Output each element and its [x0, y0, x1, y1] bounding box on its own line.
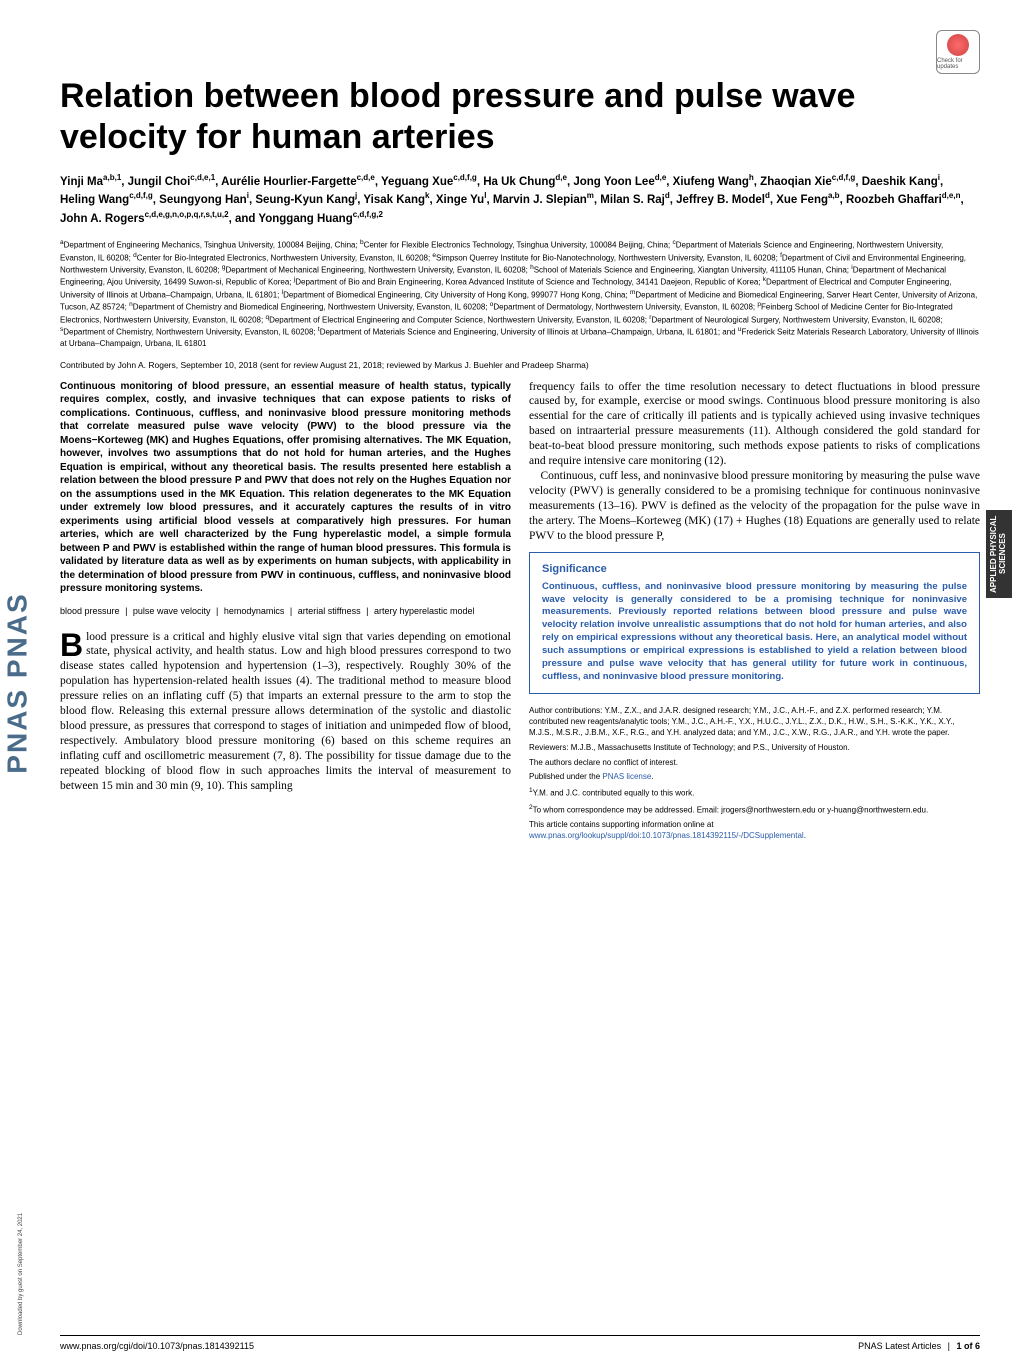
- intro-paragraph: Blood pressure is a critical and highly …: [60, 630, 511, 794]
- footer-journal: PNAS Latest Articles: [858, 1341, 941, 1351]
- left-column: Continuous monitoring of blood pressure,…: [60, 380, 511, 846]
- corresp-text: To whom correspondence may be addressed.…: [533, 805, 929, 814]
- license-pre: Published under the: [529, 772, 602, 781]
- supporting-info: This article contains supporting informa…: [529, 820, 980, 842]
- significance-box: Significance Continuous, cuffless, and n…: [529, 552, 980, 695]
- affiliations: aDepartment of Engineering Mechanics, Ts…: [60, 239, 980, 349]
- download-note: Downloaded by guest on September 24, 202…: [18, 1213, 24, 1335]
- body-text-left: Blood pressure is a critical and highly …: [60, 630, 511, 794]
- conflict-statement: The authors declare no conflict of inter…: [529, 758, 980, 769]
- keyword-sep: |: [216, 606, 218, 616]
- keyword-sep: |: [290, 606, 292, 616]
- footnotes: Author contributions: Y.M., Z.X., and J.…: [529, 706, 980, 841]
- keyword: pulse wave velocity: [133, 606, 211, 616]
- intro-text: lood pressure is a critical and highly e…: [60, 631, 511, 792]
- footer-page-number: 1 of 6: [956, 1341, 980, 1351]
- page-content: Check for updates Relation between blood…: [60, 30, 980, 1335]
- significance-heading: Significance: [542, 563, 967, 575]
- significance-text: Continuous, cuffless, and noninvasive bl…: [542, 581, 967, 684]
- footer-sep: |: [948, 1341, 950, 1351]
- author-contributions: Author contributions: Y.M., Z.X., and J.…: [529, 706, 980, 738]
- pnas-logo-vertical: PNAS PNAS: [2, 592, 34, 773]
- keyword: hemodynamics: [224, 606, 285, 616]
- keyword-sep: |: [366, 606, 368, 616]
- equal-contribution: 1Y.M. and J.C. contributed equally to th…: [529, 787, 980, 799]
- footer-right: PNAS Latest Articles | 1 of 6: [858, 1341, 980, 1351]
- article-title: Relation between blood pressure and puls…: [60, 76, 980, 158]
- pnas-license-link[interactable]: PNAS license: [602, 772, 651, 781]
- license-post: .: [651, 772, 653, 781]
- keyword: artery hyperelastic model: [374, 606, 475, 616]
- body-para-3: Continuous, cuff less, and noninvasive b…: [529, 469, 980, 544]
- footer-doi: www.pnas.org/cgi/doi/10.1073/pnas.181439…: [60, 1341, 254, 1351]
- page-footer: www.pnas.org/cgi/doi/10.1073/pnas.181439…: [60, 1335, 980, 1351]
- equal-text: Y.M. and J.C. contributed equally to thi…: [533, 789, 695, 798]
- supporting-info-link[interactable]: www.pnas.org/lookup/suppl/doi:10.1073/pn…: [529, 831, 804, 840]
- keywords: blood pressure | pulse wave velocity | h…: [60, 606, 511, 616]
- correspondence: 2To whom correspondence may be addressed…: [529, 804, 980, 816]
- section-tab: APPLIED PHYSICAL SCIENCES: [986, 510, 1012, 598]
- keyword: arterial stiffness: [298, 606, 361, 616]
- author-list: Yinji Maa,b,1, Jungil Choic,d,e,1, Aurél…: [60, 172, 980, 228]
- keyword-sep: |: [125, 606, 127, 616]
- check-for-updates-badge[interactable]: Check for updates: [936, 30, 980, 74]
- contributed-by: Contributed by John A. Rogers, September…: [60, 360, 980, 370]
- si-post: .: [804, 831, 806, 840]
- abstract: Continuous monitoring of blood pressure,…: [60, 380, 511, 596]
- body-text-right: frequency fails to offer the time resolu…: [529, 380, 980, 544]
- pnas-sidebar: PNAS PNAS: [0, 0, 36, 1365]
- license-line: Published under the PNAS license.: [529, 772, 980, 783]
- reviewers: Reviewers: M.J.B., Massachusetts Institu…: [529, 743, 980, 754]
- keyword: blood pressure: [60, 606, 120, 616]
- two-column-layout: Continuous monitoring of blood pressure,…: [60, 380, 980, 846]
- right-column: frequency fails to offer the time resolu…: [529, 380, 980, 846]
- body-para-2: frequency fails to offer the time resolu…: [529, 380, 980, 470]
- si-pre: This article contains supporting informa…: [529, 820, 714, 829]
- dropcap: B: [60, 630, 86, 659]
- check-updates-label: Check for updates: [937, 58, 979, 70]
- crossmark-icon: [947, 34, 969, 56]
